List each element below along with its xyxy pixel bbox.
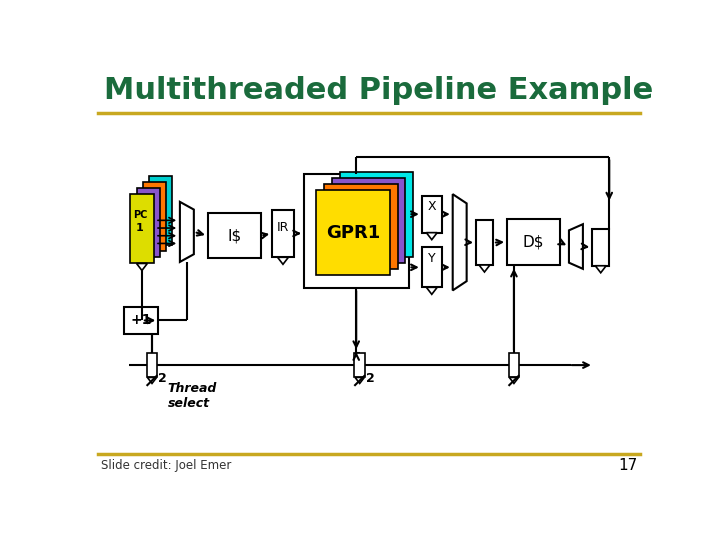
- Text: 2: 2: [158, 372, 167, 385]
- Bar: [340, 172, 413, 256]
- Polygon shape: [479, 265, 490, 272]
- Polygon shape: [426, 287, 437, 294]
- Bar: [507, 219, 559, 265]
- Text: 1: 1: [136, 224, 143, 233]
- Polygon shape: [180, 202, 194, 262]
- Text: 2: 2: [366, 372, 374, 385]
- Polygon shape: [137, 264, 148, 271]
- Bar: [422, 195, 442, 233]
- Bar: [143, 182, 166, 251]
- Text: I$: I$: [227, 228, 241, 243]
- Text: Slide credit: Joel Emer: Slide credit: Joel Emer: [101, 458, 231, 472]
- Text: 17: 17: [618, 458, 637, 472]
- Polygon shape: [148, 377, 157, 383]
- Polygon shape: [453, 194, 467, 291]
- Polygon shape: [426, 233, 437, 240]
- Text: D$: D$: [523, 234, 544, 249]
- Polygon shape: [355, 377, 364, 383]
- Text: +1: +1: [130, 313, 152, 327]
- Bar: [208, 213, 261, 258]
- Bar: [316, 190, 390, 275]
- Bar: [137, 188, 160, 257]
- Polygon shape: [569, 224, 583, 269]
- Bar: [147, 353, 158, 377]
- Bar: [149, 176, 172, 245]
- Bar: [272, 210, 294, 257]
- Bar: [476, 220, 493, 265]
- Bar: [332, 178, 405, 262]
- Polygon shape: [277, 257, 289, 264]
- Text: IR: IR: [276, 221, 289, 234]
- Text: X: X: [428, 200, 436, 213]
- Polygon shape: [509, 377, 518, 383]
- Bar: [354, 353, 365, 377]
- Bar: [422, 247, 442, 287]
- Bar: [508, 353, 519, 377]
- Bar: [324, 184, 397, 269]
- Bar: [124, 307, 158, 334]
- Bar: [304, 174, 408, 288]
- Bar: [593, 229, 609, 266]
- Text: Thread
select: Thread select: [168, 382, 217, 410]
- Polygon shape: [595, 266, 606, 273]
- Text: PC: PC: [132, 210, 147, 220]
- Text: Y: Y: [428, 252, 436, 265]
- Text: GPR1: GPR1: [326, 224, 380, 242]
- Bar: [130, 194, 153, 264]
- Text: Multithreaded Pipeline Example: Multithreaded Pipeline Example: [104, 76, 653, 105]
